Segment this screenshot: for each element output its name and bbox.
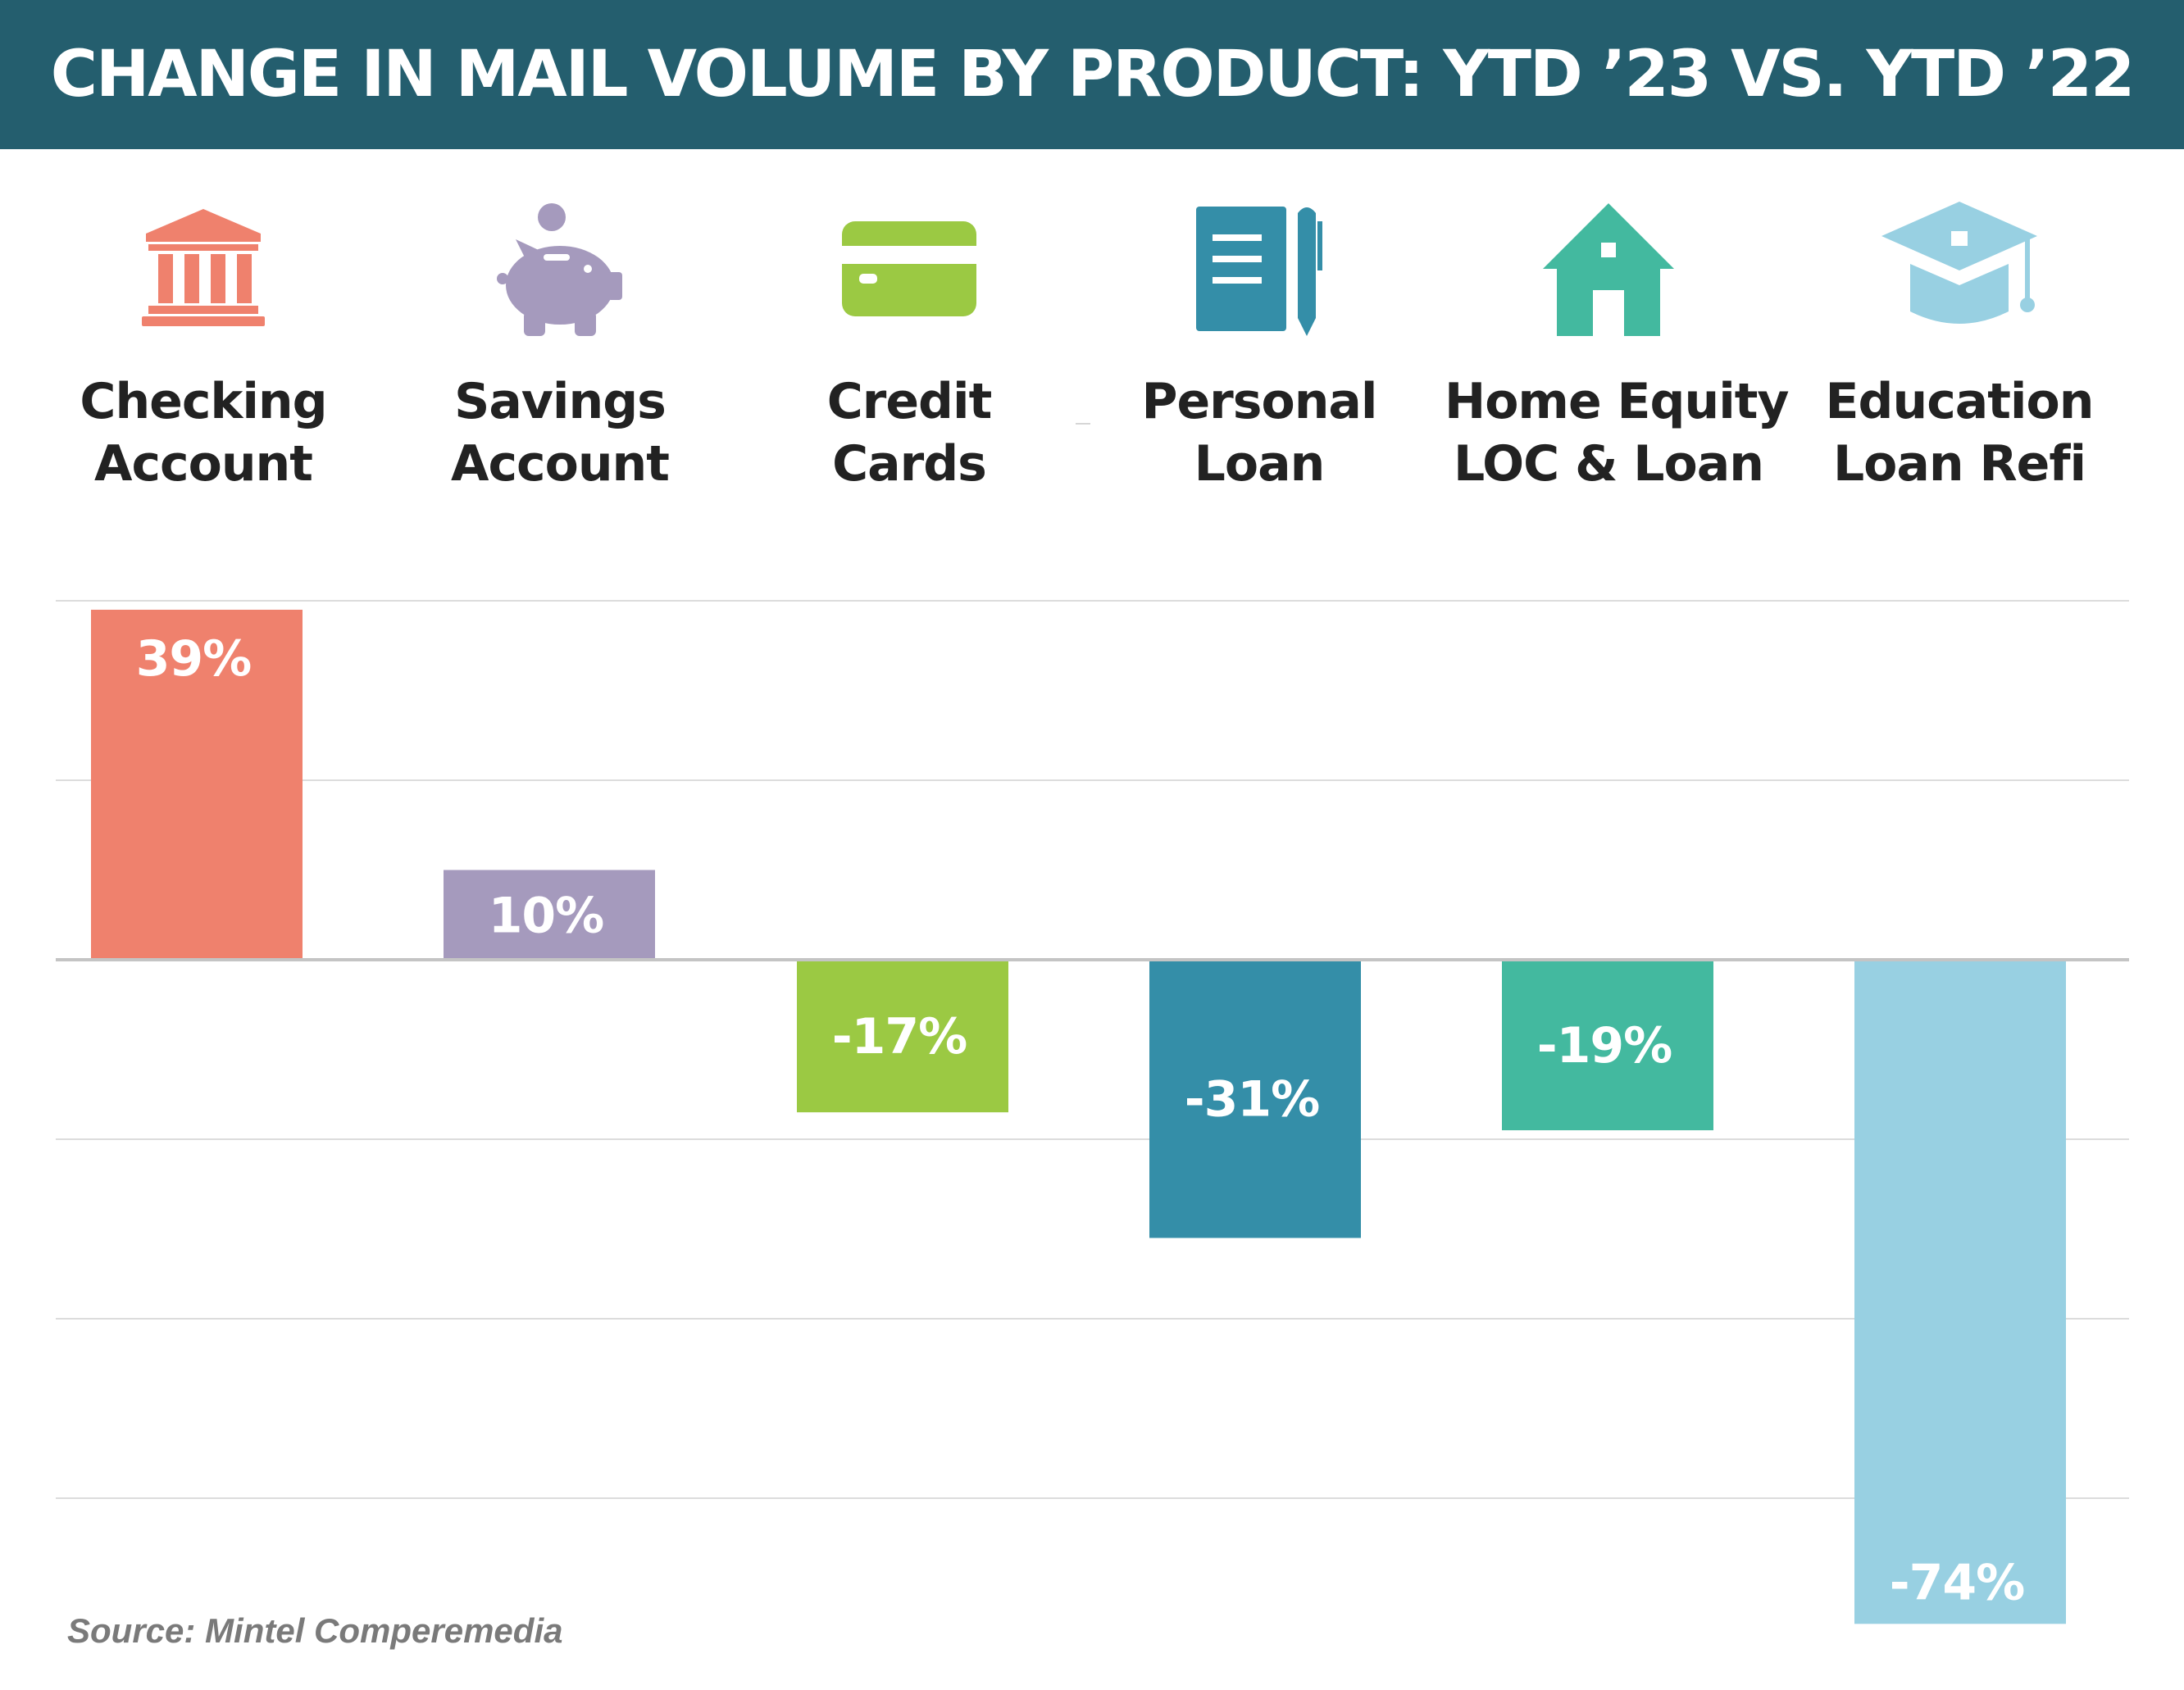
product-label: Education Loan Refi	[1825, 373, 2095, 493]
graduation-cap-icon	[1881, 202, 2037, 324]
chart-title: CHANGE IN MAIL VOLUME BY PRODUCT: YTD ’2…	[50, 38, 2136, 111]
bar-personal-loan	[1149, 960, 1361, 1238]
bar-home-equity-loc-loan	[1502, 960, 1713, 1131]
bar-data-label: 10%	[489, 887, 604, 944]
product-label: Savings Account	[451, 373, 670, 493]
gridlines	[56, 600, 2129, 1499]
credit-card-icon	[842, 221, 976, 316]
bar-credit-cards	[797, 960, 1008, 1113]
product-savings-account: Savings Account	[396, 189, 724, 495]
piggy-bank-icon	[497, 203, 622, 336]
product-label: Home Equity LOC & Loan	[1445, 373, 1790, 493]
header-banner: CHANGE IN MAIL VOLUME BY PRODUCT: YTD ’2…	[0, 0, 2184, 149]
product-label: Personal Loan	[1141, 373, 1378, 493]
bar-checking-account	[91, 609, 303, 960]
product-home-equity: Home Equity LOC & Loan	[1445, 189, 1790, 495]
product-checking-account: Checking Account	[39, 189, 367, 495]
product-label: Checking Account	[80, 373, 327, 493]
bar-savings-account	[444, 870, 655, 960]
product-label: Credit Cards	[826, 373, 993, 493]
bank-icon	[142, 209, 265, 326]
data-labels: 39% 10% -17% -31% -19% -74%	[136, 630, 2026, 1611]
bar-data-label: -19%	[1537, 1017, 1672, 1074]
source-note: Source: Mintel Comperemedia	[67, 1611, 563, 1650]
bars	[91, 609, 2066, 1624]
bar-data-label: -74%	[1890, 1554, 2025, 1611]
product-education-loan-refi: Education Loan Refi	[1795, 189, 2123, 495]
house-icon	[1543, 203, 1674, 336]
product-credit-cards: Credit Cards	[745, 189, 1073, 495]
bar-education-loan-refi	[1854, 960, 2066, 1624]
notepad-pen-icon	[1196, 207, 1322, 336]
bar-data-label: -17%	[832, 1008, 967, 1065]
bar-data-label: 39%	[136, 630, 252, 688]
product-personal-loan: Personal Loan	[1095, 189, 1423, 495]
divider-mark	[1076, 423, 1090, 425]
bar-data-label: -31%	[1185, 1071, 1320, 1129]
